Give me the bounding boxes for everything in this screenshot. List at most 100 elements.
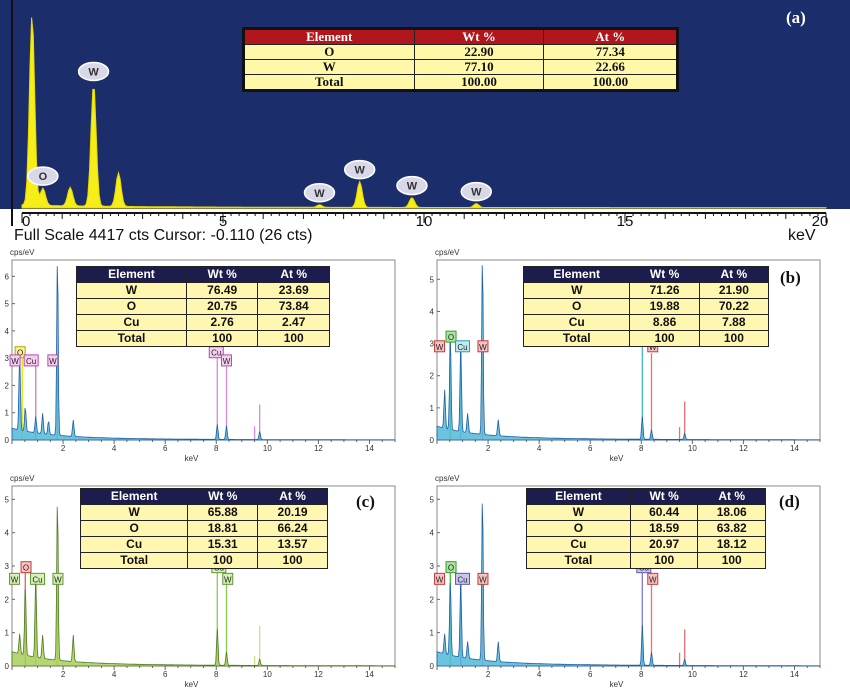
spectrum-trace <box>436 265 821 441</box>
x-tick-label: 6 <box>163 670 168 679</box>
table-cell: 19.88 <box>629 298 700 315</box>
svg-text:W: W <box>11 575 19 584</box>
table-cell: Cu <box>79 536 189 553</box>
status-bar <box>0 209 850 246</box>
y-tick-label: 4 <box>430 529 435 538</box>
full-scale-readout: Full Scale 4417 cts Cursor: -0.110 (26 c… <box>14 227 313 244</box>
column-header: At % <box>697 488 766 505</box>
x-tick-label: 12 <box>739 670 748 679</box>
element-marker-o: O <box>27 166 59 186</box>
table-cell: 77.34 <box>543 44 678 60</box>
x-axis-label: keV <box>185 680 199 689</box>
x-tick-label: 10 <box>688 444 697 453</box>
element-marker-w: W <box>303 183 336 203</box>
table-header: Element Wt % At % <box>522 266 770 283</box>
table-cell: 100 <box>629 330 700 347</box>
table-cell: 60.44 <box>629 504 699 521</box>
element-marker-w: W <box>9 354 21 367</box>
table-cell: 22.66 <box>543 59 678 75</box>
table-cell: 71.26 <box>629 282 700 299</box>
y-tick-label: 1 <box>5 629 10 638</box>
element-marker-w: W <box>477 340 489 353</box>
table-row: Total 100 100 <box>76 330 330 347</box>
svg-text:W: W <box>436 343 444 352</box>
column-header: At % <box>257 488 328 505</box>
table-cell: 100 <box>185 330 259 347</box>
svg-text:W: W <box>11 357 19 366</box>
table-cell: 8.86 <box>629 314 700 331</box>
svg-text:W: W <box>479 575 487 584</box>
element-marker-w: W <box>52 572 64 585</box>
x-tick-label: 6 <box>588 444 593 453</box>
element-marker-cu: Cu <box>455 340 471 353</box>
table-cell: 23.69 <box>257 282 330 299</box>
svg-text:W: W <box>224 575 232 584</box>
x-tick-label: 10 <box>416 213 433 230</box>
table-row: Total 100 100 <box>522 330 770 347</box>
column-header: Element <box>243 28 415 45</box>
composition-table-a: Element Wt % At % O 22.90 77.34 W 77.10 22.66 Tot… <box>242 27 679 92</box>
table-cell: Total <box>526 552 631 569</box>
table-cell: W <box>76 282 187 299</box>
element-marker-w: W <box>222 572 234 585</box>
x-tick-label: 14 <box>365 670 374 679</box>
table-cell: 22.90 <box>413 44 545 60</box>
column-header: Wt % <box>629 488 699 505</box>
table-cell: 7.88 <box>698 314 770 331</box>
table-cell: 100 <box>698 330 770 347</box>
table-cell: W <box>526 504 631 521</box>
svg-text:Cu: Cu <box>211 349 221 358</box>
table-cell: 21.90 <box>698 282 770 299</box>
element-marker-cu: Cu <box>208 346 224 359</box>
table-cell: 100 <box>257 552 328 569</box>
x-tick-label: 10 <box>688 670 697 679</box>
table-cell: Cu <box>526 536 631 553</box>
table-cell: O <box>522 298 631 315</box>
table-cell: 20.75 <box>185 298 259 315</box>
table-cell: O <box>79 520 189 537</box>
x-tick-label: 10 <box>263 444 272 453</box>
y-tick-label: 5 <box>430 275 435 284</box>
x-tick-label: 2 <box>486 670 491 679</box>
table-cell: O <box>526 520 631 537</box>
svg-text:O: O <box>17 349 23 358</box>
panel-e-label: (d) <box>779 492 800 511</box>
table-cell: 15.31 <box>187 536 259 553</box>
element-marker-o: O <box>445 330 457 343</box>
svg-text:Cu: Cu <box>26 357 36 366</box>
x-axis-label: keV <box>610 680 624 689</box>
spectrum-trace <box>11 266 396 441</box>
y-tick-label: 3 <box>5 562 10 571</box>
y-tick-label: 0 <box>5 662 10 671</box>
table-cell: 100.00 <box>413 74 545 91</box>
table-row: W 77.10 22.66 <box>243 59 678 75</box>
table-cell: 63.82 <box>697 520 766 537</box>
table-row: Cu 15.31 13.57 <box>79 536 328 553</box>
y-tick-label: 0 <box>430 436 435 445</box>
table-cell: 20.97 <box>629 536 699 553</box>
element-marker-w: W <box>9 572 21 585</box>
table-row: O 22.90 77.34 <box>243 44 678 60</box>
x-tick-label: 8 <box>214 444 219 453</box>
column-header: Element <box>522 266 631 283</box>
element-marker-w: W <box>220 354 232 367</box>
y-tick-label: 1 <box>430 629 435 638</box>
x-tick-label: 8 <box>639 444 644 453</box>
y-tick-label: 6 <box>5 272 10 281</box>
x-tick-label: 4 <box>537 444 542 453</box>
svg-text:W: W <box>471 187 482 199</box>
table-cell: 100 <box>697 552 766 569</box>
table-cell: W <box>522 282 631 299</box>
y-tick-label: 3 <box>430 340 435 349</box>
composition-table-b: Element Wt % At % W 76.49 23.69 O 20.75 73.84 Cu 2… <box>76 266 330 347</box>
x-tick-label: 14 <box>365 444 374 453</box>
table-header: Element Wt % At % <box>76 266 330 283</box>
spectrum-trace <box>11 506 396 667</box>
svg-text:O: O <box>448 333 454 342</box>
x-tick-label: 14 <box>790 670 799 679</box>
table-cell: 70.22 <box>698 298 770 315</box>
x-tick-label: 15 <box>617 213 634 230</box>
table-cell: 18.81 <box>187 520 259 537</box>
